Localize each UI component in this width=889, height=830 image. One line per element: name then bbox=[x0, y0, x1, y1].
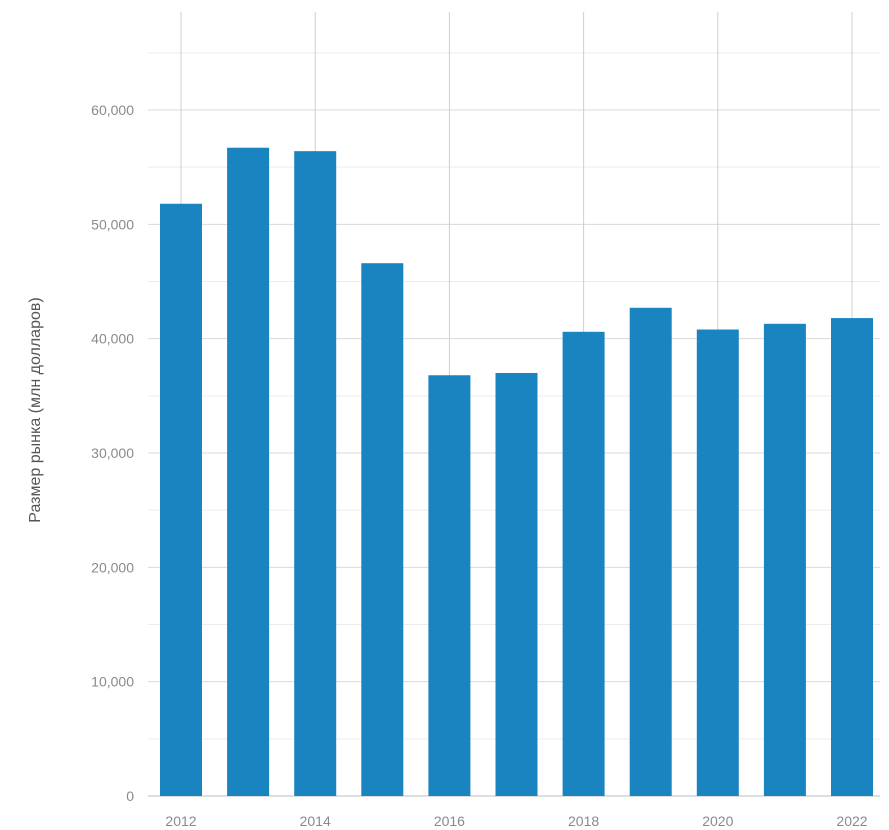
bar-2017 bbox=[495, 372, 538, 796]
bar-2018 bbox=[562, 331, 605, 796]
x-tick-label: 2016 bbox=[434, 813, 465, 829]
bar-2019 bbox=[629, 307, 672, 796]
y-tick-label: 10,000 bbox=[91, 674, 134, 690]
x-tick-label: 2012 bbox=[165, 813, 196, 829]
bars bbox=[160, 147, 873, 797]
x-tick-label: 2014 bbox=[300, 813, 331, 829]
bar-2015 bbox=[361, 263, 404, 796]
bar-2022 bbox=[831, 318, 873, 796]
y-tick-label: 40,000 bbox=[91, 331, 134, 347]
bar-2013 bbox=[227, 147, 270, 797]
y-tick-label: 30,000 bbox=[91, 445, 134, 461]
bar-2016 bbox=[428, 375, 471, 796]
y-tick-label: 60,000 bbox=[91, 102, 134, 118]
y-tick-label: 0 bbox=[126, 788, 134, 804]
bar-2012 bbox=[160, 203, 202, 797]
x-tick-label: 2022 bbox=[836, 813, 867, 829]
x-tick-label: 2020 bbox=[702, 813, 733, 829]
bar-2021 bbox=[763, 323, 806, 796]
y-axis-label: Размер рынка (млн долларов) bbox=[27, 297, 44, 522]
x-axis-ticks: 2012 2014 2016 2018 2020 2022 bbox=[165, 813, 867, 829]
y-tick-label: 20,000 bbox=[91, 559, 134, 575]
y-axis-ticks: 0 10,000 20,000 30,000 40,000 50,000 60,000 bbox=[91, 102, 134, 804]
y-tick-label: 50,000 bbox=[91, 216, 134, 232]
x-tick-label: 2018 bbox=[568, 813, 599, 829]
bar-2014 bbox=[294, 151, 337, 796]
bar-2020 bbox=[696, 329, 739, 796]
